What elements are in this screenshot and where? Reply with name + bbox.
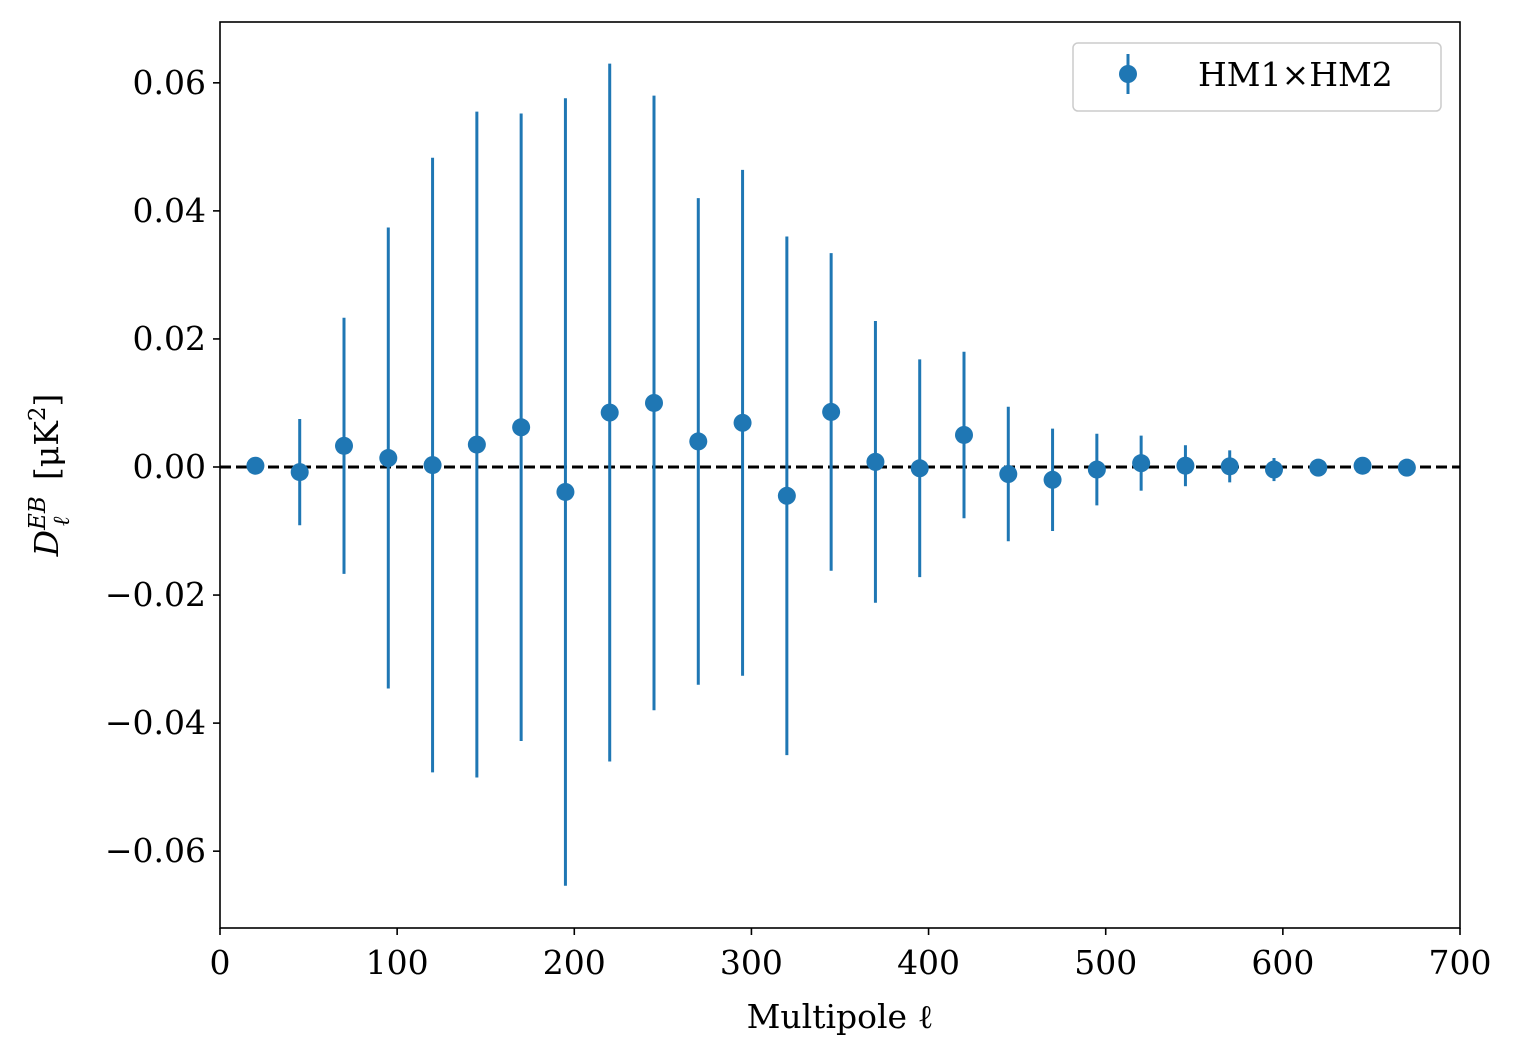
data-point xyxy=(1397,458,1416,477)
data-point xyxy=(866,452,885,471)
y-tick-label: 0.02 xyxy=(133,319,206,358)
data-point xyxy=(1087,460,1106,479)
x-tick-label: 300 xyxy=(720,943,783,982)
x-tick-label: 0 xyxy=(210,943,231,982)
y-axis-title: DEBℓ [μK2] xyxy=(25,394,75,558)
x-axis-title: Multipole ℓ xyxy=(747,997,934,1036)
y-label-unit-close: ] xyxy=(27,394,66,407)
data-layer xyxy=(220,63,1460,886)
data-point xyxy=(1043,470,1062,489)
legend-label: HM1×HM2 xyxy=(1198,55,1393,94)
data-point xyxy=(733,413,752,432)
y-tick-label: −0.04 xyxy=(105,703,206,742)
data-point xyxy=(423,456,442,475)
y-tick-label: −0.02 xyxy=(105,575,206,614)
data-point xyxy=(822,402,841,421)
data-point xyxy=(335,436,353,455)
legend-box xyxy=(1072,42,1442,112)
y-label-symbol: D xyxy=(27,530,66,557)
y-tick-label: 0.06 xyxy=(133,63,206,102)
data-point xyxy=(1220,457,1239,476)
axes: 0 100 200 300 400 500 600 700 −0.06 −0.04 −0.02 0.0… xyxy=(25,21,1492,1036)
data-point xyxy=(1309,458,1328,477)
data-point xyxy=(1353,456,1372,475)
data-point xyxy=(379,449,398,468)
data-point xyxy=(645,393,663,412)
data-point xyxy=(689,432,708,451)
x-tick-label: 500 xyxy=(1074,943,1137,982)
data-point xyxy=(246,456,265,475)
x-tick-label: 400 xyxy=(897,943,960,982)
y-label-superscript: EB xyxy=(25,496,51,531)
legend-marker xyxy=(1119,65,1137,83)
x-tick-label: 100 xyxy=(366,943,429,982)
y-label-unit: [μK xyxy=(27,420,66,491)
x-tick-label: 200 xyxy=(543,943,606,982)
data-point xyxy=(290,463,309,482)
data-point xyxy=(512,418,531,437)
y-label-unit-power: 2 xyxy=(25,407,51,422)
y-tick-label: 0.04 xyxy=(133,191,206,230)
y-label-subscript: ℓ xyxy=(49,516,75,526)
axes-frame xyxy=(219,21,1461,929)
data-point xyxy=(1132,454,1151,473)
plot-area xyxy=(220,63,1460,886)
data-point xyxy=(600,403,619,422)
data-point xyxy=(467,435,486,454)
data-point xyxy=(955,425,973,444)
y-tick-label: 0.00 xyxy=(133,447,206,486)
data-point xyxy=(1176,456,1195,475)
y-tick-label: −0.06 xyxy=(105,831,206,870)
legend: HM1×HM2 xyxy=(1072,42,1442,112)
data-point xyxy=(556,482,575,501)
x-tick-label: 600 xyxy=(1251,943,1314,982)
data-point xyxy=(999,465,1018,484)
series-0 xyxy=(246,63,1416,886)
data-point xyxy=(777,486,796,505)
data-point xyxy=(910,459,929,478)
x-tick-label: 700 xyxy=(1429,943,1492,982)
data-point xyxy=(1265,460,1283,479)
